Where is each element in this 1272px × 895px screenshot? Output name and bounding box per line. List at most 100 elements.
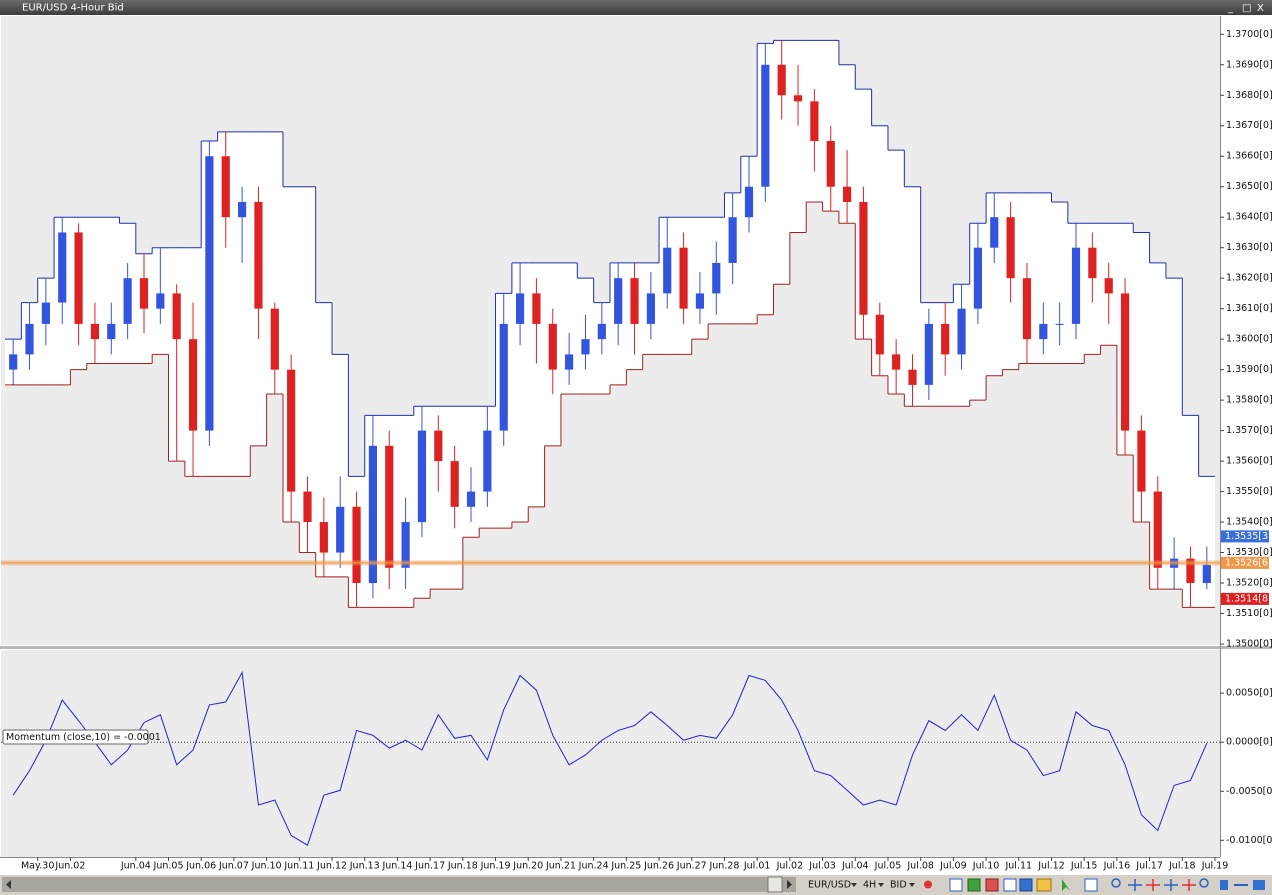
y-tick-label: 1.3630[0] bbox=[1226, 242, 1272, 253]
x-tick-label: Jul.01 bbox=[743, 861, 771, 872]
tool-icon[interactable] bbox=[1111, 878, 1121, 888]
candle-body bbox=[238, 201, 247, 218]
tool-icon[interactable] bbox=[1220, 880, 1228, 890]
candle-body bbox=[614, 278, 623, 324]
x-tick-label: Jun.25 bbox=[610, 861, 641, 872]
y-tick-label: 0.0000[0] bbox=[1226, 737, 1272, 748]
tool-icon[interactable] bbox=[924, 880, 932, 889]
y-tick-label: 1.3540[0] bbox=[1226, 517, 1272, 528]
candle-body bbox=[1071, 247, 1081, 324]
candle-body bbox=[90, 323, 100, 340]
candle-body bbox=[597, 323, 606, 340]
dropdown-arrow[interactable] bbox=[851, 883, 857, 887]
candle-body bbox=[990, 217, 999, 248]
tool-icon[interactable] bbox=[1019, 878, 1033, 892]
x-tick-label: Jul.04 bbox=[841, 861, 869, 872]
tool-icon[interactable] bbox=[1084, 878, 1098, 892]
candle-body bbox=[287, 369, 296, 492]
candle-body bbox=[728, 217, 737, 263]
tool-icon[interactable] bbox=[1164, 879, 1178, 891]
y-tick-label: 1.3600[0] bbox=[1226, 334, 1272, 345]
dropdown-arrow[interactable] bbox=[878, 883, 884, 887]
candle-body bbox=[548, 323, 557, 370]
tool-icon[interactable] bbox=[1036, 878, 1052, 892]
momentum-line bbox=[12, 670, 1208, 846]
x-tick-label: Jun.02 bbox=[54, 861, 85, 872]
minimize-button[interactable]: _ bbox=[1227, 3, 1234, 14]
x-tick-label: Jun.20 bbox=[512, 861, 543, 872]
candle-body bbox=[679, 247, 688, 309]
candle-body bbox=[499, 323, 508, 431]
candle-body bbox=[826, 140, 835, 187]
x-tick-label: Jul.10 bbox=[972, 861, 1000, 872]
dropdown-arrow[interactable] bbox=[909, 883, 915, 887]
tool-icon[interactable] bbox=[1146, 879, 1160, 891]
tool-icon[interactable] bbox=[1253, 880, 1265, 890]
window-title: EUR/USD 4-Hour Bid bbox=[22, 3, 124, 14]
candle-body bbox=[368, 445, 377, 584]
period-selector[interactable]: 4H bbox=[863, 880, 876, 891]
candle-body bbox=[319, 522, 328, 553]
toolbar-icons bbox=[924, 878, 1265, 892]
scroll-right[interactable] bbox=[787, 880, 792, 889]
x-tick-label: Jun.26 bbox=[643, 861, 674, 872]
candle-body bbox=[712, 262, 721, 294]
price-marker-label: 1.3526[6] bbox=[1225, 557, 1272, 568]
candle-body bbox=[1055, 323, 1064, 325]
y-tick-label: 1.3650[0] bbox=[1226, 181, 1272, 192]
y-tick-label: 1.3680[0] bbox=[1226, 90, 1272, 101]
candle-body bbox=[1022, 278, 1032, 340]
candle-body bbox=[859, 201, 868, 315]
candle-body bbox=[810, 101, 819, 141]
candle-body bbox=[41, 302, 50, 324]
candle-body bbox=[156, 293, 165, 309]
candle-body bbox=[515, 293, 525, 324]
x-tick-label: Jun.14 bbox=[381, 861, 412, 872]
candle-body bbox=[744, 186, 754, 218]
candle-body bbox=[221, 156, 230, 218]
tool-icon[interactable] bbox=[1182, 879, 1196, 891]
scrollbar[interactable] bbox=[2, 877, 796, 892]
symbol-selector[interactable]: EUR/USD bbox=[808, 880, 851, 891]
scrollbar-thumb[interactable] bbox=[767, 876, 783, 893]
x-tick-label: Jun.19 bbox=[480, 861, 511, 872]
candle-body bbox=[270, 308, 279, 370]
maximize-button[interactable]: □ bbox=[1242, 3, 1251, 14]
tool-icon[interactable] bbox=[1128, 879, 1142, 891]
tool-icon[interactable] bbox=[1199, 878, 1209, 888]
tool-icon[interactable] bbox=[1062, 879, 1070, 891]
y-tick-label: 1.3500[0] bbox=[1226, 639, 1272, 650]
candle-body bbox=[1137, 430, 1146, 492]
tool-icon[interactable] bbox=[1003, 878, 1017, 892]
y-tick-label: 1.3570[0] bbox=[1226, 425, 1272, 436]
x-tick-label: Jun.28 bbox=[708, 861, 739, 872]
tool-icon[interactable] bbox=[949, 878, 963, 892]
scroll-left[interactable] bbox=[6, 880, 11, 889]
x-tick-label: Jul.19 bbox=[1201, 861, 1229, 872]
x-tick-label: Jun.24 bbox=[578, 861, 609, 872]
price-type-selector[interactable]: BID bbox=[890, 880, 907, 891]
candle-body bbox=[254, 201, 263, 309]
candle-body bbox=[450, 461, 459, 507]
x-tick-label: Jun.13 bbox=[349, 861, 380, 872]
candle-body bbox=[663, 247, 672, 294]
candle-body bbox=[793, 95, 803, 102]
close-button[interactable]: X bbox=[1257, 3, 1264, 14]
candle-body bbox=[352, 506, 361, 584]
x-tick-label: Jul.17 bbox=[1135, 861, 1163, 872]
candle-body bbox=[434, 430, 443, 462]
x-tick-label: Jul.08 bbox=[906, 861, 934, 872]
candle-body bbox=[1088, 247, 1097, 279]
x-tick-label: Jun.11 bbox=[283, 861, 314, 872]
tool-icon[interactable] bbox=[967, 878, 981, 892]
candle-body bbox=[205, 156, 214, 431]
x-tick-label: Jun.17 bbox=[414, 861, 445, 872]
y-tick-label: 1.3660[0] bbox=[1226, 151, 1272, 162]
candle-body bbox=[139, 278, 149, 309]
y-tick-label: 1.3550[0] bbox=[1226, 486, 1272, 497]
x-tick-label: Jul.12 bbox=[1037, 861, 1065, 872]
tool-icon[interactable] bbox=[985, 878, 999, 892]
candle-body bbox=[25, 323, 34, 355]
x-tick-label: Jun.21 bbox=[545, 861, 576, 872]
